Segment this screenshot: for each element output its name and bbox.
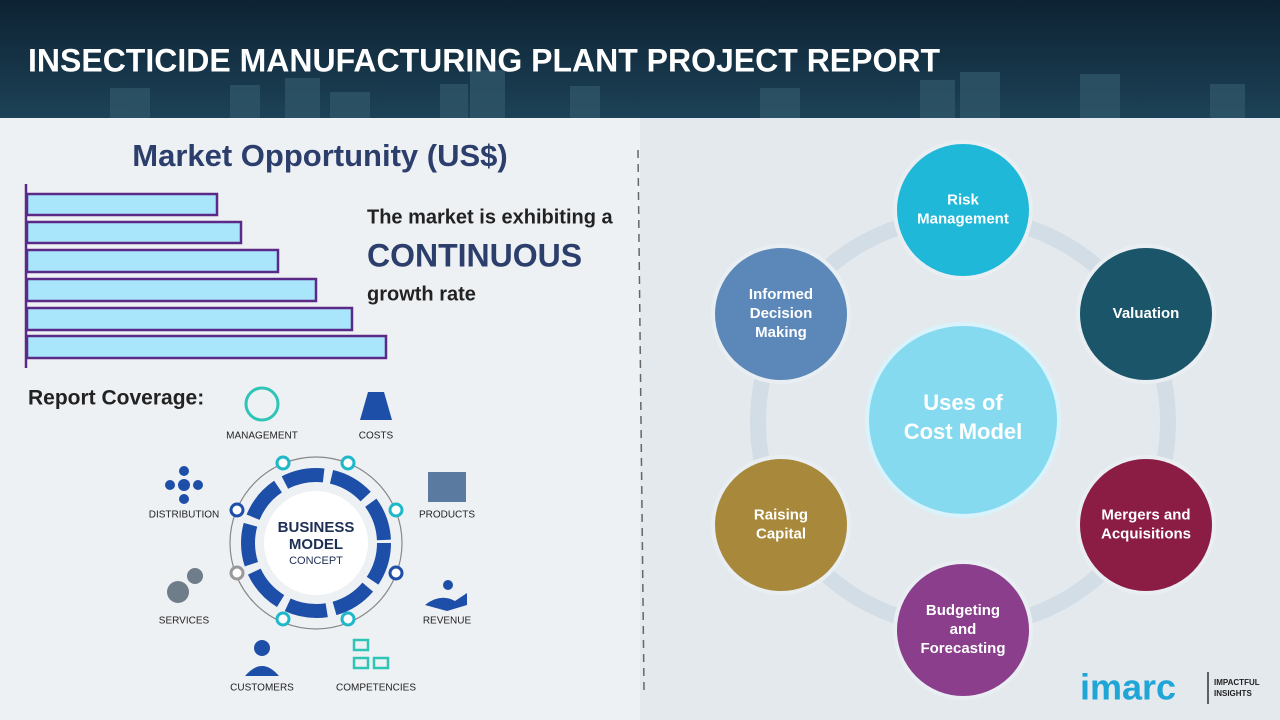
decorative-bar	[25, 248, 280, 274]
wheel-center: MODEL	[289, 536, 343, 553]
cost-node-label: Management	[917, 210, 1009, 227]
coverage-item: COMPETENCIES	[336, 683, 416, 694]
cost-node-label: Making	[755, 324, 807, 341]
cost-node-label: Acquisitions	[1101, 525, 1191, 542]
cost-center-label: Uses of	[923, 390, 1003, 415]
cost-node-label: Decision	[750, 305, 813, 322]
logo-tagline: INSIGHTS	[1214, 689, 1252, 698]
cost-node-label: Mergers and	[1101, 506, 1190, 523]
cost-node-label: and	[950, 621, 977, 638]
cost-node-label: Valuation	[1113, 305, 1180, 322]
cost-node-label: Risk	[947, 191, 979, 208]
coverage-icons	[165, 386, 467, 676]
cost-node	[893, 560, 1033, 700]
cost-node	[1076, 244, 1216, 384]
cost-node-label: Forecasting	[920, 640, 1005, 657]
cost-node-label: Raising	[754, 506, 808, 523]
coverage-item: MANAGEMENT	[226, 431, 298, 442]
skyline	[110, 70, 1245, 118]
wheel-center: BUSINESS	[278, 519, 355, 536]
header-band	[0, 0, 1280, 118]
decorative-bar	[25, 277, 318, 303]
decorative-bar	[25, 192, 219, 217]
logo-tagline: IMPACTFUL	[1214, 678, 1260, 687]
decorative-bar	[25, 306, 354, 332]
coverage-item: REVENUE	[423, 616, 472, 627]
cost-node	[1076, 455, 1216, 595]
coverage-title: Report Coverage:	[28, 387, 204, 410]
market-title: Market Opportunity (US$)	[132, 138, 507, 173]
coverage-item: PRODUCTS	[419, 510, 475, 521]
cost-nodes: Risk Management Valuation Mergers and Acquis…	[711, 140, 1216, 700]
coverage-item: DISTRIBUTION	[149, 510, 220, 521]
cost-node-label: Capital	[756, 525, 806, 542]
market-emphasis: CONTINUOUS	[367, 237, 582, 273]
header-title: INSECTICIDE MANUFACTURING PLANT PROJECT …	[28, 42, 940, 78]
cost-node	[893, 140, 1033, 280]
market-lead: The market is exhibiting a	[367, 206, 614, 228]
market-tail: growth rate	[367, 283, 476, 305]
decorative-bar	[25, 220, 243, 245]
cost-center	[865, 322, 1061, 518]
divider	[637, 149, 645, 691]
coverage-item: SERVICES	[159, 616, 210, 627]
cost-node	[711, 244, 851, 384]
cost-center-label: Cost Model	[904, 419, 1023, 444]
coverage-item: CUSTOMERS	[230, 683, 294, 694]
cost-node	[711, 455, 851, 595]
cost-node-label: Budgeting	[926, 602, 1000, 619]
business-wheel	[229, 455, 404, 630]
logo-name: imarc	[1080, 667, 1176, 708]
cost-node-label: Informed	[749, 286, 813, 303]
decorative-bar	[25, 334, 388, 360]
coverage-item: COSTS	[359, 431, 394, 442]
wheel-center: CONCEPT	[289, 555, 343, 567]
